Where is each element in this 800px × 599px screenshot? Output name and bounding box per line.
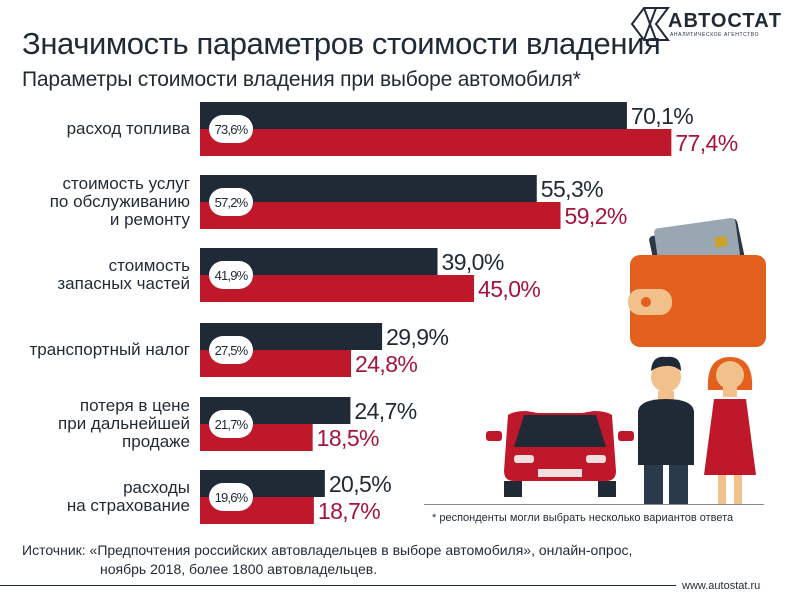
value-label-series-2: 77,4%: [675, 130, 737, 156]
autostat-logo-icon: [630, 7, 670, 41]
value-label-series-1: 55,3%: [541, 176, 603, 202]
value-label-series-2: 45,0%: [478, 276, 540, 302]
footnote: * респонденты могли выбрать несколько ва…: [432, 512, 734, 524]
total-badge: [209, 261, 253, 289]
total-label: 21,7%: [215, 417, 249, 432]
woman-icon: [704, 357, 756, 505]
source-note: Источник: «Предпочтения российских автов…: [22, 541, 662, 579]
wallet-icon: [628, 218, 766, 347]
total-label: 73,6%: [215, 122, 249, 137]
illustration: [486, 218, 766, 505]
total-badge: [209, 336, 253, 364]
total-badge: [209, 483, 253, 511]
total-label: 57,2%: [215, 195, 249, 210]
category-label: расходы на страхование: [66, 478, 190, 515]
total-badge: [209, 115, 253, 143]
bar-series-2: [200, 129, 672, 156]
source-line-2: ноябрь 2018, более 1800 автовладельцев.: [100, 561, 378, 577]
man-icon: [638, 356, 694, 505]
value-label-series-2: 59,2%: [565, 203, 627, 229]
chart-title: Значимость параметров стоимости владения: [22, 26, 661, 61]
logo-tagline: АНАЛИТИЧЕСКОЕ АГЕНТСТВО: [670, 32, 760, 38]
value-label-series-2: 18,7%: [318, 498, 380, 524]
bar-series-1: [200, 102, 627, 129]
category-label: стоимость услуг по обслуживанию и ремонт…: [49, 174, 190, 229]
chart-subtitle: Параметры стоимости владения при выборе …: [22, 68, 581, 91]
category-label: транспортный налог: [29, 340, 190, 359]
logo-name: АВТОСТАТ: [668, 10, 782, 32]
value-label-series-1: 20,5%: [329, 471, 391, 497]
total-label: 41,9%: [215, 268, 249, 283]
total-badge: [209, 410, 253, 438]
value-label-series-2: 24,8%: [355, 351, 417, 377]
category-label: стоимость запасных частей: [57, 256, 190, 293]
bar-series-2: [200, 202, 561, 229]
bar-series-1: [200, 175, 537, 202]
bottom-rule: [0, 585, 676, 586]
total-badge: [209, 188, 253, 216]
total-label: 27,5%: [215, 343, 249, 358]
category-label: потеря в цене при дальнейшей продаже: [58, 396, 190, 451]
source-line-1: Источник: «Предпочтения российских автов…: [22, 542, 633, 558]
site-url: www.autostat.ru: [682, 580, 761, 592]
car-icon: [486, 411, 634, 497]
value-label-series-1: 24,7%: [354, 398, 416, 424]
total-label: 19,6%: [215, 490, 249, 505]
footnote-divider: [424, 504, 764, 505]
value-label-series-1: 70,1%: [631, 103, 693, 129]
value-label-series-1: 29,9%: [386, 324, 448, 350]
value-label-series-2: 18,5%: [317, 425, 379, 451]
value-label-series-1: 39,0%: [442, 249, 504, 275]
category-label: расход топлива: [66, 119, 190, 138]
